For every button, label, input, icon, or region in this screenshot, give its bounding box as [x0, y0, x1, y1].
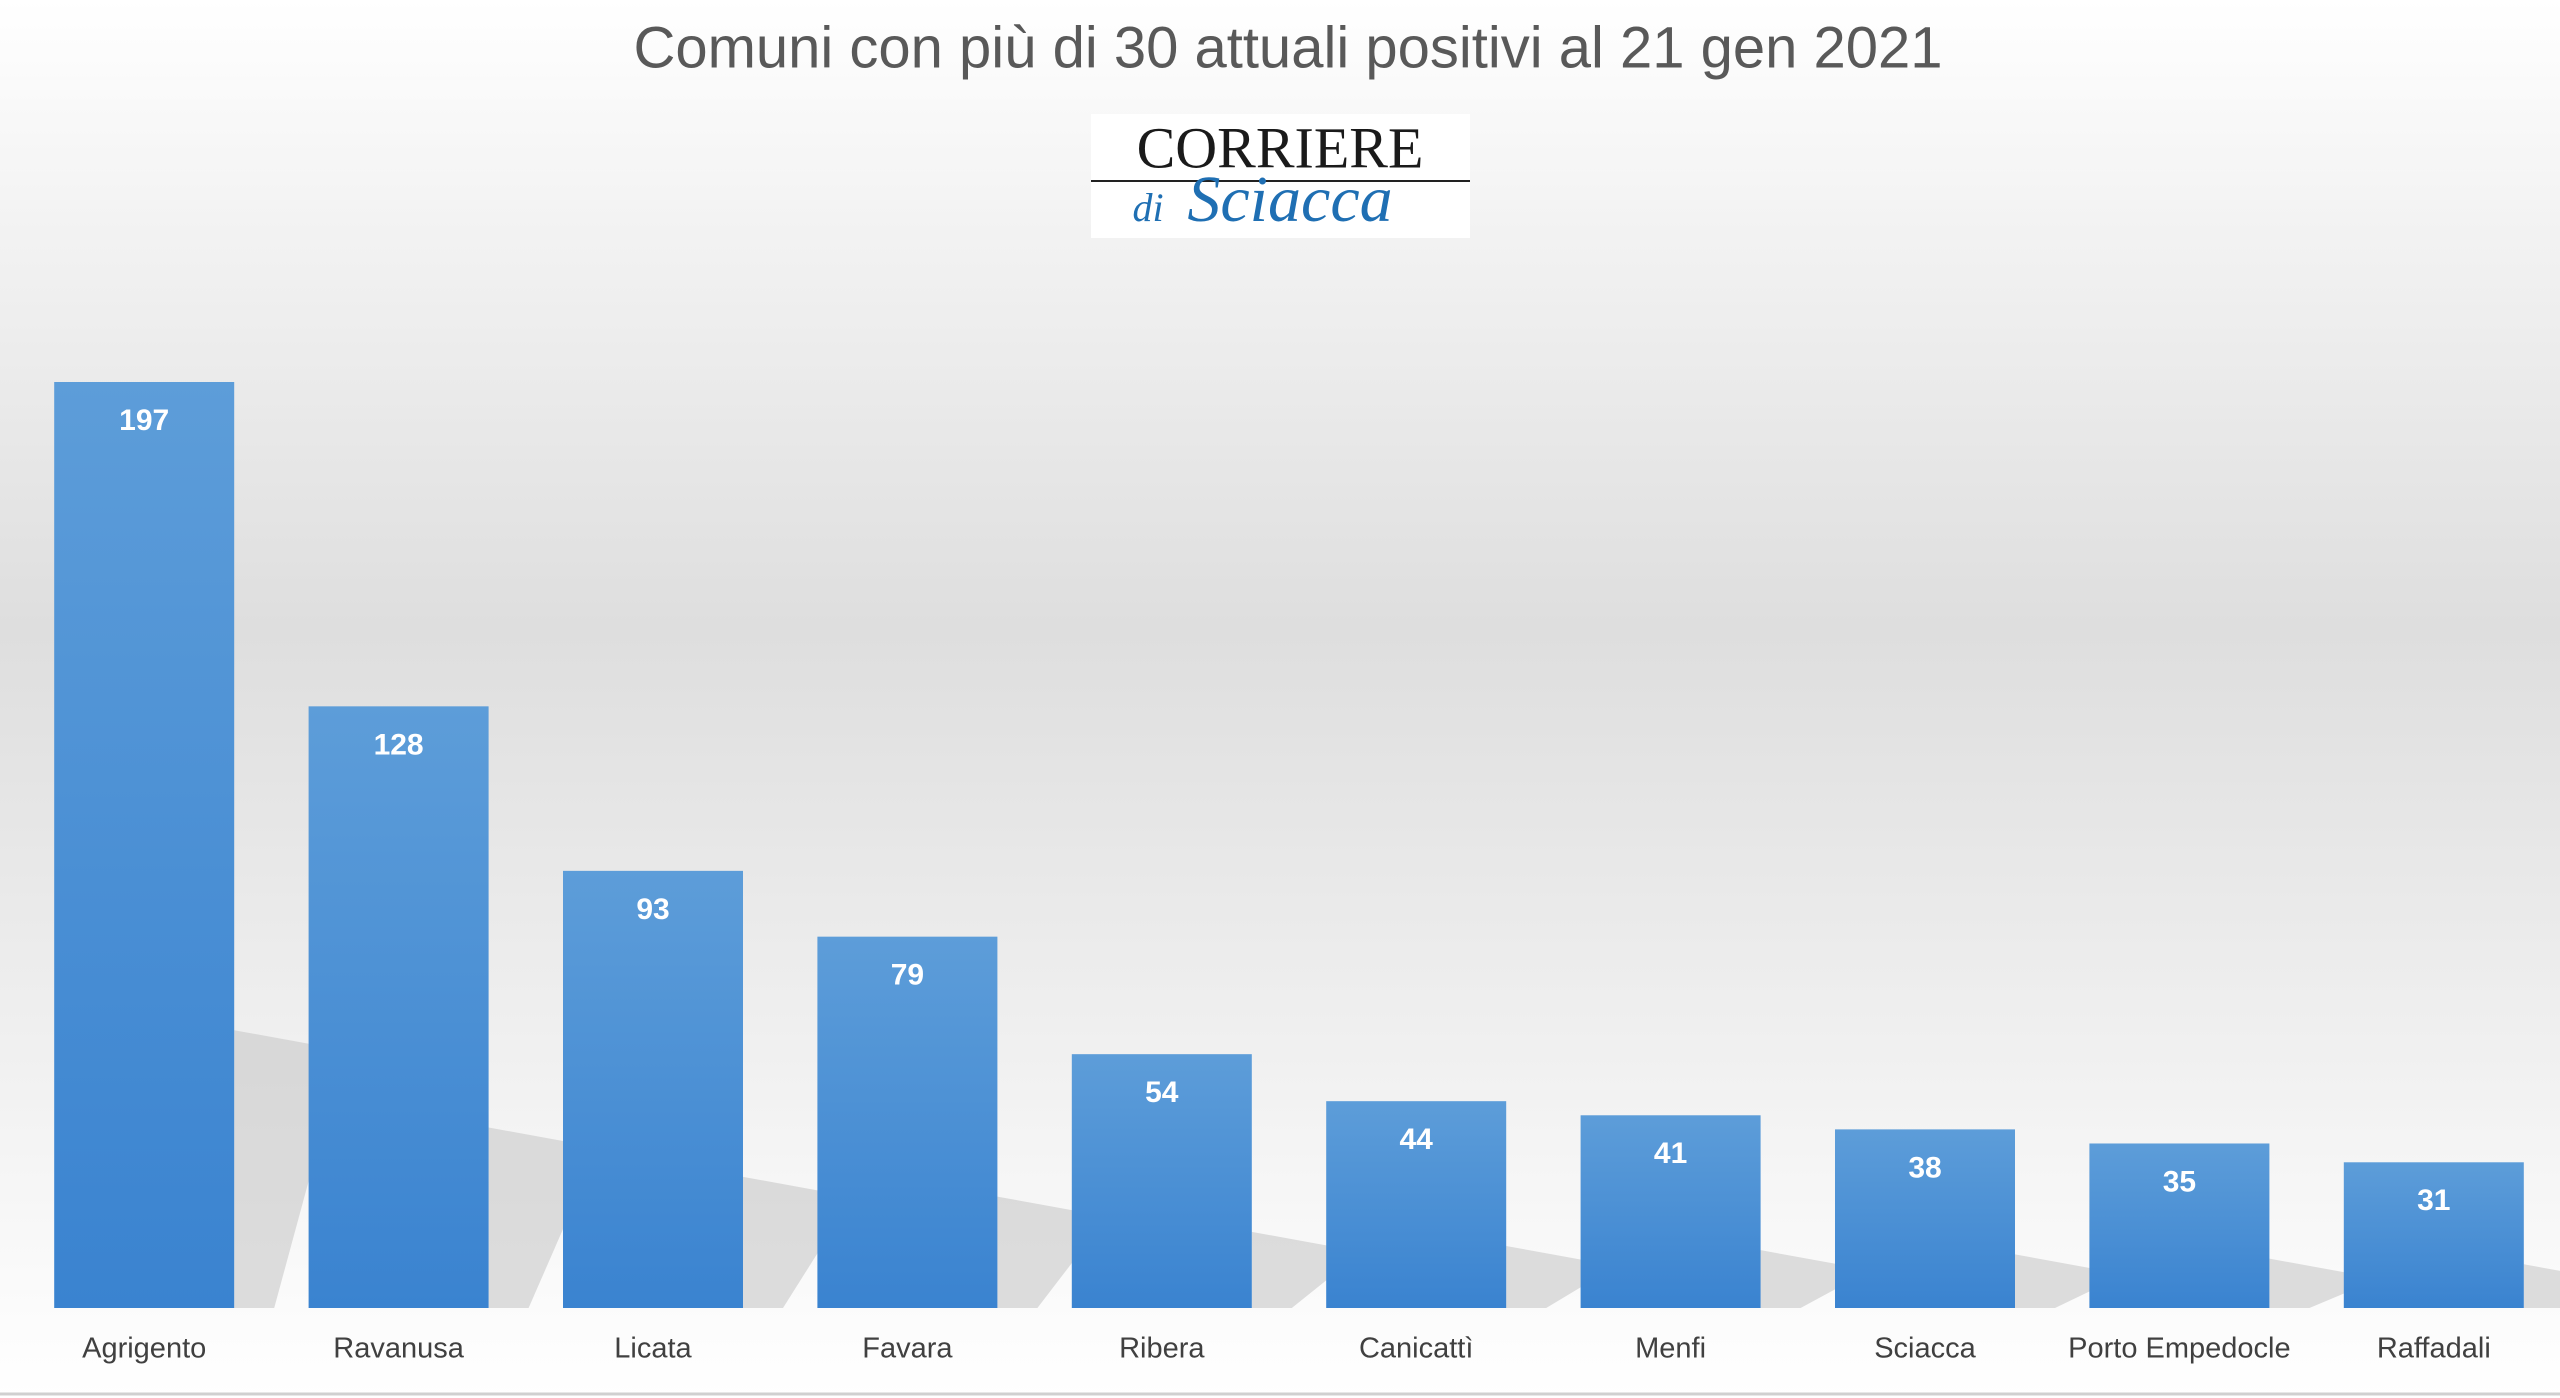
value-label: 44 — [1400, 1123, 1434, 1156]
logo-small: di — [1132, 185, 1163, 230]
logo: CORRIERE di Sciacca — [1091, 114, 1470, 238]
value-label: 31 — [2417, 1184, 2450, 1217]
x-tick-label: Ravanusa — [333, 1333, 464, 1365]
logo-title: CORRIERE — [1137, 115, 1424, 180]
bar-shadow — [2269, 1258, 2380, 1308]
x-tick-label: Sciacca — [1874, 1333, 1976, 1365]
value-label: 93 — [636, 893, 669, 926]
x-tick-label: Licata — [614, 1333, 692, 1365]
logo-name: Sciacca — [1187, 163, 1392, 236]
bar — [308, 706, 489, 1308]
bar — [2089, 1143, 2270, 1308]
x-tick-label: Menfi — [1635, 1333, 1706, 1365]
value-label: 38 — [1908, 1151, 1941, 1184]
bar — [1071, 1054, 1252, 1308]
bar — [1580, 1115, 1761, 1308]
bar — [563, 870, 743, 1308]
value-label: 79 — [891, 959, 924, 992]
x-tick-label: Canicattì — [1359, 1333, 1473, 1365]
x-tick-label: Raffadali — [2377, 1333, 2491, 1365]
value-label: 54 — [1145, 1076, 1179, 1109]
logo-box — [1091, 114, 1470, 238]
bar-shadow — [2523, 1264, 2560, 1308]
bar-shadow — [1760, 1250, 1871, 1308]
chart-title: Comuni con più di 30 attuali positivi al… — [633, 15, 1942, 80]
value-label: 41 — [1654, 1137, 1687, 1170]
bar — [817, 936, 998, 1308]
value-label: 128 — [374, 728, 424, 761]
bar-shadow — [2015, 1254, 2125, 1308]
x-tick-label: Ribera — [1119, 1333, 1205, 1365]
bar — [1326, 1101, 1507, 1308]
x-tick-label: Favara — [862, 1333, 953, 1365]
bar — [2343, 1162, 2524, 1308]
x-tick-label: Agrigento — [82, 1333, 206, 1365]
bar — [1835, 1129, 2015, 1308]
value-label: 35 — [2163, 1165, 2196, 1198]
value-label: 197 — [119, 404, 169, 437]
x-tick-label: Porto Empedocle — [2068, 1333, 2290, 1365]
bar — [54, 382, 235, 1308]
